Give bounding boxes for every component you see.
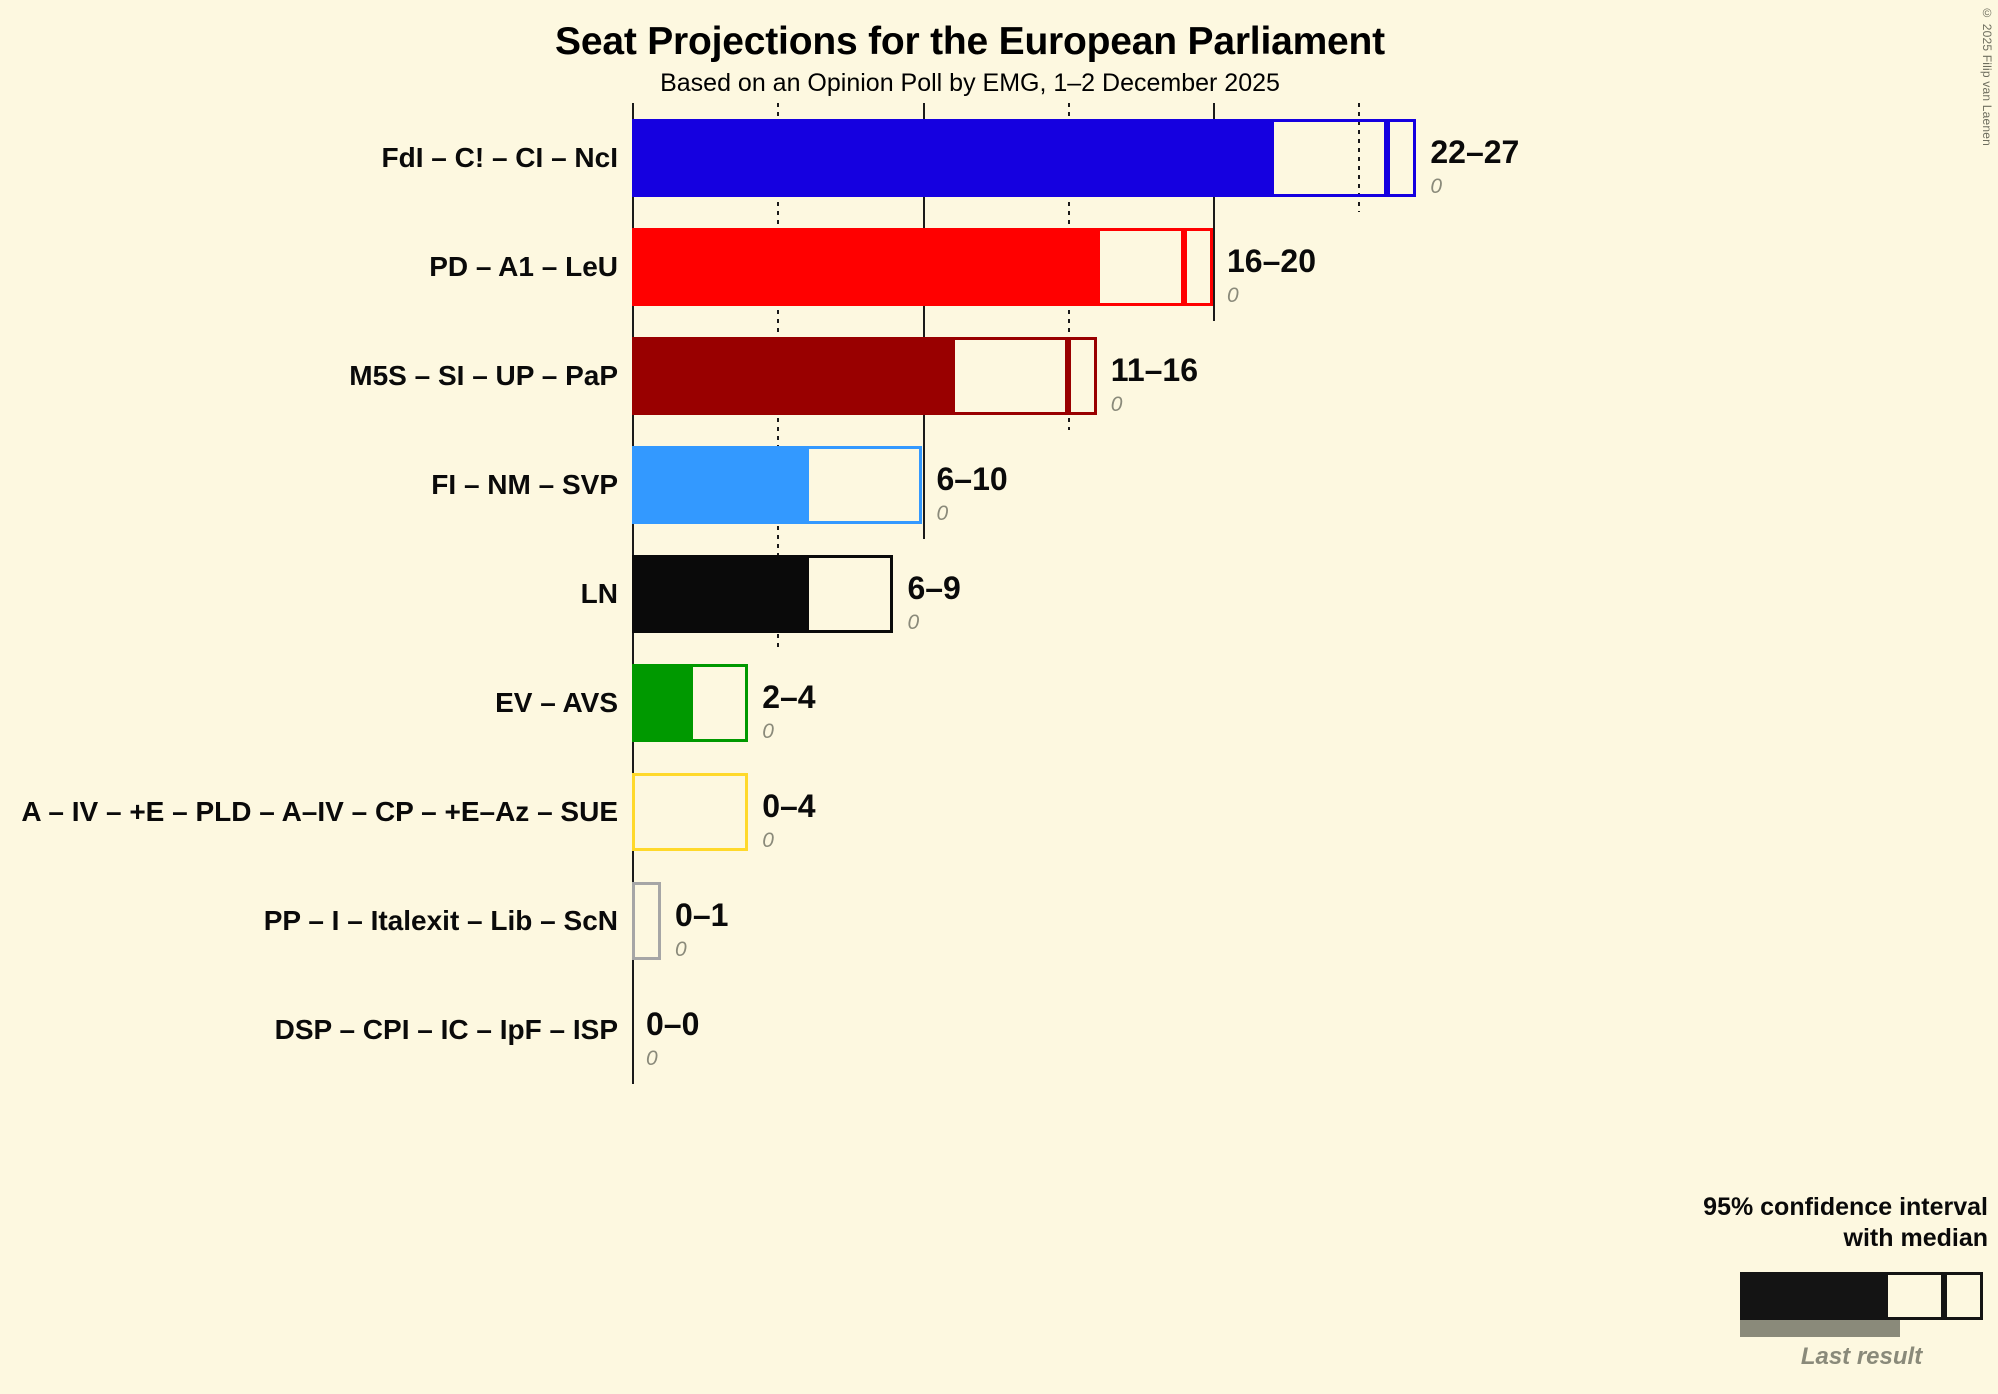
last-result-value: 0 [646,1046,658,1070]
bar-segment-median [1096,227,1184,306]
bar-segment-median [951,336,1068,415]
seat-range-label: 6–9 [907,569,961,606]
row-label: M5S – SI – UP – PaP [349,359,618,391]
seat-range-label: 0–4 [762,787,816,824]
legend-segment-upper [1944,1272,1983,1320]
seat-range-label: 2–4 [762,678,816,715]
gridline-25 [1358,103,1361,212]
bar-segment-lower-bound [632,445,807,524]
legend-last-result-label: Last result [1800,1343,1923,1370]
bar-row [632,663,749,742]
bar-segment-median [690,663,749,742]
bar-segment-upper-bound [1067,336,1097,415]
row-label: FdI – C! – CI – NcI [381,141,619,173]
legend-ci-line2: with median [1843,1223,1988,1252]
page-subtitle: Based on an Opinion Poll by EMG, 1–2 Dec… [660,69,1280,97]
legend-sample-bar [1740,1272,1983,1320]
last-result-value: 0 [936,501,949,525]
row-label: DSP – CPI – IC – IpF – ISP [274,1013,618,1045]
legend-caption: 95% confidence interval with median [1568,1192,1988,1253]
legend-ci-line1: 95% confidence interval [1703,1193,1988,1221]
row-label: A – IV – +E – PLD – A–IV – CP – +E–Az – … [21,795,618,827]
seat-range-label: 0–1 [675,896,729,933]
seat-range-label: 11–16 [1110,351,1199,388]
bar-segment-upper-bound [1387,118,1417,197]
page-title: Seat Projections for the European Parlia… [555,20,1385,63]
last-result-value: 0 [675,937,687,961]
bar-row [632,772,749,851]
seat-range-label: 6–10 [936,460,1008,497]
last-result-value: 0 [762,828,774,852]
last-result-value: 0 [1430,174,1443,198]
row-label: LN [580,577,618,609]
seat-range-label: 16–20 [1227,242,1316,279]
bar-segment-lower-bound [632,663,691,742]
legend-segment-median [1884,1272,1945,1320]
bar-segment-upper-bound [632,772,749,851]
row-label: FI – NM – SVP [431,468,618,500]
bar-row [632,554,894,633]
legend-last-result-bar [1740,1320,1900,1337]
bar-row [632,118,1417,197]
bar-row [632,881,662,960]
copyright-notice: © 2025 Filip van Laenen [1980,6,1994,147]
gridline-10 [922,103,925,539]
bar-row [632,445,923,524]
last-result-value: 0 [1227,283,1239,307]
bar-segment-lower-bound [632,118,1272,197]
seat-range-label: 22–27 [1430,133,1520,170]
bar-segment-median [1271,118,1388,197]
legend-segment-lower [1740,1272,1885,1320]
bar-segment-lower-bound [632,227,1097,306]
last-result-value: 0 [907,610,920,634]
last-result-value: 0 [762,719,774,743]
bar-segment-lower-bound [632,336,952,415]
gridline-20 [1213,103,1215,321]
bar-segment-upper-bound [632,881,662,960]
bar-segment-upper-bound [1183,227,1213,306]
bar-segment-median [806,445,923,524]
bar-row [632,227,1213,306]
row-label: EV – AVS [495,686,618,718]
row-label: PD – A1 – LeU [429,250,618,282]
bar-segment-lower-bound [632,554,807,633]
row-label: PP – I – Italexit – Lib – ScN [263,904,618,936]
bar-segment-median [806,554,894,633]
last-result-value: 0 [1110,392,1123,416]
seat-range-label: 0–0 [646,1005,700,1042]
bar-row [632,336,1097,415]
